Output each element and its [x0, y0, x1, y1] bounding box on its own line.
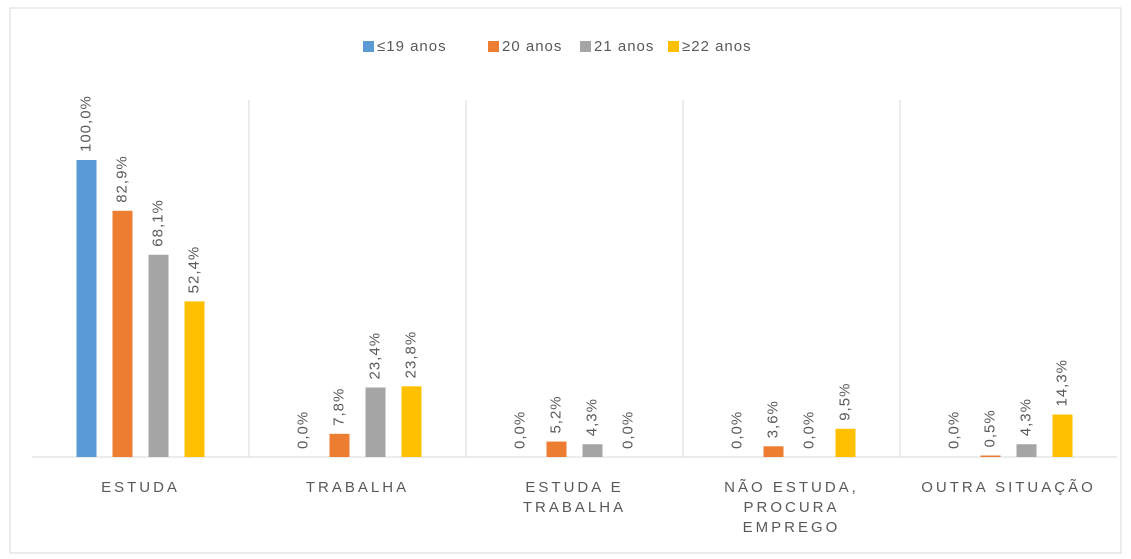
value-label: 9,5% — [836, 383, 853, 421]
chart-frame — [9, 7, 1122, 554]
legend-swatch — [363, 41, 374, 52]
legend-label: 20 anos — [502, 38, 562, 55]
value-label: 52,4% — [185, 246, 202, 294]
legend-swatch — [580, 41, 591, 52]
value-label: 0,0% — [294, 411, 311, 449]
legend-label: 21 anos — [594, 38, 654, 55]
value-label: 4,3% — [1017, 398, 1034, 436]
bar — [329, 433, 350, 457]
legend-label: ≤19 anos — [377, 38, 447, 55]
x-tick-label: OUTRA SITUAÇÃO — [921, 479, 1096, 496]
value-label: 68,1% — [149, 199, 166, 247]
value-label: 0,0% — [511, 411, 528, 449]
bar — [546, 441, 567, 457]
legend-swatch — [488, 41, 499, 52]
x-tick-label: ESTUDA E TRABALHA — [522, 479, 627, 516]
value-label: 5,2% — [547, 395, 564, 433]
bar — [401, 386, 422, 457]
bar — [112, 210, 133, 457]
bar — [835, 428, 856, 457]
x-tick-label: ESTUDA — [101, 479, 180, 496]
value-label: 82,9% — [113, 155, 130, 203]
bar — [365, 387, 386, 457]
x-tick-label: NÃO ESTUDA, PROCURA EMPREGO — [724, 479, 859, 536]
x-tick-label: TRABALHA — [305, 479, 410, 496]
value-label: 14,3% — [1053, 359, 1070, 407]
value-label: 0,0% — [945, 411, 962, 449]
value-label: 23,4% — [366, 332, 383, 380]
bar — [184, 301, 205, 457]
legend-swatch — [668, 41, 679, 52]
bar — [1052, 414, 1073, 457]
value-label: 7,8% — [330, 388, 347, 426]
value-label: 0,0% — [728, 411, 745, 449]
value-label: 23,8% — [402, 331, 419, 379]
legend-label: ≥22 anos — [682, 38, 752, 55]
value-label: 0,0% — [800, 411, 817, 449]
bar — [148, 254, 169, 457]
value-label: 4,3% — [583, 398, 600, 436]
bar — [582, 444, 603, 457]
bar — [763, 446, 784, 457]
value-label: 0,0% — [619, 411, 636, 449]
value-label: 3,6% — [764, 400, 781, 438]
bar — [980, 455, 1001, 457]
value-label: 100,0% — [77, 95, 94, 152]
bar — [1016, 444, 1037, 457]
bar — [76, 160, 97, 457]
value-label: 0,5% — [981, 409, 998, 447]
